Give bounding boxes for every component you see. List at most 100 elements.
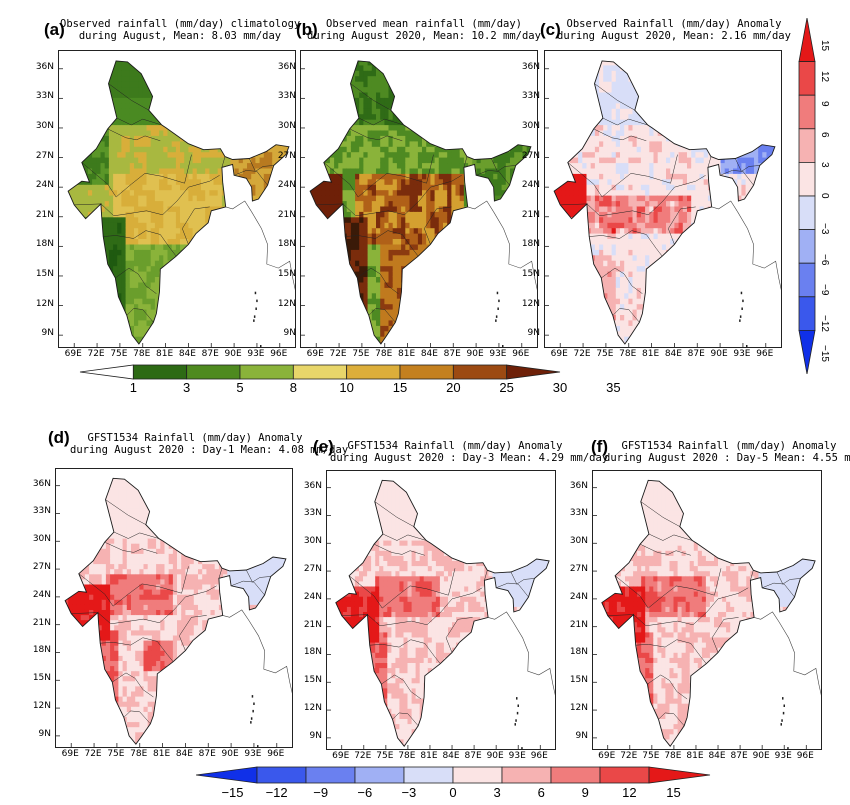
lon-tick-label: 72E	[354, 751, 372, 761]
map-frame	[326, 470, 556, 750]
lon-tick-label: 75E	[352, 349, 370, 359]
lat-tick-label: 12N	[521, 298, 540, 309]
lon-tick-label: 75E	[642, 751, 660, 761]
colorbar-label: 25	[499, 380, 514, 395]
lat-tick-label: 30N	[277, 120, 296, 131]
lon-tick-label: 93E	[774, 751, 792, 761]
colorbar-swatch	[798, 94, 816, 130]
lon-tick-label: 75E	[107, 749, 125, 759]
lat-tick-label: 30N	[32, 534, 51, 545]
colorbar-label: −9	[313, 785, 329, 800]
colorbar-swatch	[798, 17, 816, 62]
colorbar-label: 15	[819, 40, 830, 52]
lon-tick-label: 78E	[130, 749, 148, 759]
india-outline	[64, 477, 287, 745]
colorbar-swatch	[79, 364, 134, 380]
panel-title: Observed Rainfall (mm/day) Anomaly durin…	[557, 18, 791, 42]
lon-tick-label: 93E	[508, 751, 526, 761]
lon-tick-label: 69E	[64, 349, 82, 359]
india-map	[59, 60, 295, 347]
lat-tick-label: 9N	[38, 728, 51, 739]
colorbar-swatch	[798, 161, 816, 197]
lon-tick-label: 87E	[687, 349, 705, 359]
lon-tick-label: 93E	[244, 749, 262, 759]
india-map	[56, 477, 292, 747]
lat-tick-label: 18N	[35, 239, 54, 250]
lon-tick-label: 72E	[329, 349, 347, 359]
lon-tick-label: 93E	[247, 349, 265, 359]
lat-tick-label: 9N	[575, 730, 588, 741]
panel-title: GFST1534 Rainfall (mm/day) Anomaly durin…	[330, 440, 609, 464]
colorbar-label: −3	[401, 785, 417, 800]
lat-tick-label: 27N	[303, 564, 322, 575]
lon-tick-label: 69E	[598, 751, 616, 761]
lon-tick-label: 81E	[420, 751, 438, 761]
india-map	[301, 60, 537, 347]
colorbar-swatch	[346, 364, 401, 380]
lon-tick-label: 96E	[270, 349, 288, 359]
colorbar-label: 0	[449, 785, 457, 800]
india-outline	[335, 479, 550, 747]
colorbar-anomaly-bottom	[195, 766, 712, 788]
lat-tick-label: 15N	[521, 268, 540, 279]
lat-tick-label: 9N	[283, 328, 296, 339]
lat-tick-label: 12N	[569, 703, 588, 714]
lon-tick-label: 75E	[596, 349, 614, 359]
rainfall-field	[65, 478, 286, 745]
lat-tick-label: 24N	[32, 589, 51, 600]
lat-tick-label: 27N	[569, 564, 588, 575]
colorbar-label: −6	[819, 253, 830, 265]
rainfall-field	[310, 60, 531, 345]
lon-tick-label: 75E	[110, 349, 128, 359]
colorbar-swatch	[399, 364, 454, 380]
lat-tick-label: 18N	[569, 647, 588, 658]
lon-tick-label: 90E	[224, 349, 242, 359]
lat-tick-label: 36N	[32, 478, 51, 489]
panel-label: (f)	[591, 437, 608, 456]
colorbar-label: 3	[493, 785, 501, 800]
lon-tick-label: 81E	[642, 349, 660, 359]
lat-tick-label: 12N	[277, 298, 296, 309]
india-outline	[67, 60, 290, 345]
colorbar-label: −9	[819, 284, 830, 296]
lon-tick-label: 96E	[756, 349, 774, 359]
colorbar-swatch	[501, 766, 552, 784]
lat-tick-label: 24N	[521, 180, 540, 191]
lon-tick-label: 72E	[573, 349, 591, 359]
lat-tick-label: 24N	[35, 180, 54, 191]
lat-tick-label: 27N	[521, 150, 540, 161]
lon-tick-label: 87E	[464, 751, 482, 761]
lat-tick-label: 15N	[35, 268, 54, 279]
colorbar-label: 5	[236, 380, 244, 395]
lon-tick-label: 81E	[153, 749, 171, 759]
colorbar-swatch	[550, 766, 601, 784]
lat-tick-label: 21N	[277, 209, 296, 220]
colorbar-label: 8	[289, 380, 297, 395]
lat-tick-label: 36N	[303, 480, 322, 491]
lat-tick-label: 36N	[277, 61, 296, 72]
lon-tick-label: 87E	[443, 349, 461, 359]
colorbar-swatch	[403, 766, 454, 784]
india-map	[327, 479, 555, 749]
panel-title: Observed rainfall (mm/day) climatology d…	[60, 18, 301, 42]
india-outline	[601, 479, 816, 747]
colorbar-label: 35	[606, 380, 621, 395]
colorbar-label: 15	[392, 380, 408, 395]
lon-tick-label: 69E	[332, 751, 350, 761]
lat-tick-label: 33N	[303, 508, 322, 519]
colorbar-swatch	[256, 766, 307, 784]
colorbar-absolute	[70, 364, 570, 384]
colorbar-swatch	[452, 766, 503, 784]
rainfall-field	[554, 60, 775, 345]
lon-tick-label: 96E	[267, 749, 285, 759]
colorbar-label: 6	[537, 785, 545, 800]
lon-tick-label: 69E	[306, 349, 324, 359]
lat-tick-label: 15N	[569, 675, 588, 686]
colorbar-label: −12	[265, 785, 288, 800]
lon-tick-label: 96E	[796, 751, 814, 761]
lat-tick-label: 21N	[303, 619, 322, 630]
india-outline	[309, 60, 532, 345]
colorbar-swatch	[798, 329, 816, 375]
lat-tick-label: 21N	[521, 209, 540, 220]
lat-tick-label: 30N	[521, 120, 540, 131]
